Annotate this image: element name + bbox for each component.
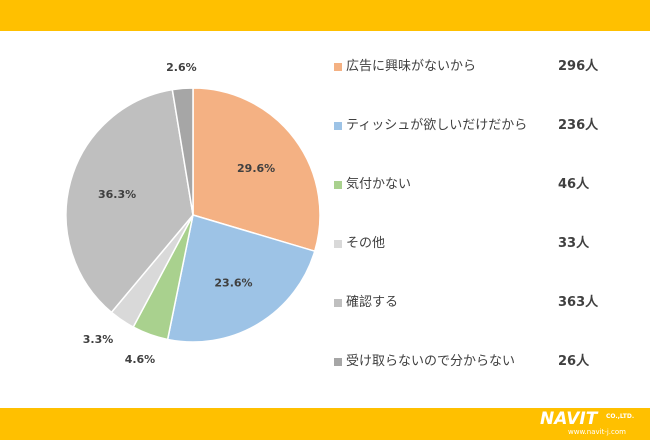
company-suffix: CO.,LTD. [606, 413, 635, 420]
legend-label: ティッシュが欲しいだけだから [346, 118, 528, 133]
legend-item: 広告に興味がないから 296人 [330, 57, 630, 77]
legend-count: 33人 [558, 236, 590, 251]
legend-swatch [334, 181, 342, 189]
brand-url: www.navit-j.com [568, 428, 626, 436]
legend-label: 確認する [346, 295, 399, 310]
slice-percent-label: 3.3% [83, 333, 114, 346]
legend-item: 気付かない 46人 [330, 175, 630, 195]
legend-label: 気付かない [346, 177, 412, 192]
top-accent-band [0, 0, 650, 31]
legend: 広告に興味がないから 296人 ティッシュが欲しいだけだから 236人 気付かな… [330, 31, 650, 408]
slice-percent-label: 29.6% [237, 162, 275, 175]
legend-count: 236人 [558, 118, 599, 133]
legend-swatch [334, 240, 342, 248]
legend-swatch [334, 358, 342, 366]
slice-percent-label: 4.6% [125, 353, 156, 366]
legend-count: 363人 [558, 295, 599, 310]
legend-item: 確認する 363人 [330, 293, 630, 313]
legend-swatch [334, 122, 342, 130]
legend-count: 296人 [558, 59, 599, 74]
legend-item: その他 33人 [330, 234, 630, 254]
pie-slice [171, 87, 194, 216]
pie-slice [65, 88, 194, 314]
legend-label: 広告に興味がないから [346, 59, 477, 74]
slice-percent-label: 36.3% [98, 188, 136, 201]
pie-chart: 29.6% 23.6% 4.6% 3.3% 36.3% 2.6% [65, 61, 321, 366]
legend-swatch [334, 63, 342, 71]
legend-count: 46人 [558, 177, 590, 192]
legend-label: その他 [346, 236, 386, 251]
legend-item: 受け取らないので分からない 26人 [330, 352, 630, 372]
slice-percent-label: 2.6% [166, 61, 197, 74]
legend-count: 26人 [558, 354, 590, 369]
brand-logo: NAVIT CO.,LTD. www.navit-j.com [540, 410, 646, 438]
pie-slice [192, 87, 321, 253]
legend-swatch [334, 299, 342, 307]
legend-label: 受け取らないので分からない [346, 354, 516, 369]
bottom-accent-band [0, 408, 650, 440]
logo-wordmark: NAVIT [540, 409, 598, 429]
pie-slice [166, 214, 316, 343]
legend-item: ティッシュが欲しいだけだから 236人 [330, 116, 630, 136]
slice-percent-label: 23.6% [214, 277, 252, 290]
